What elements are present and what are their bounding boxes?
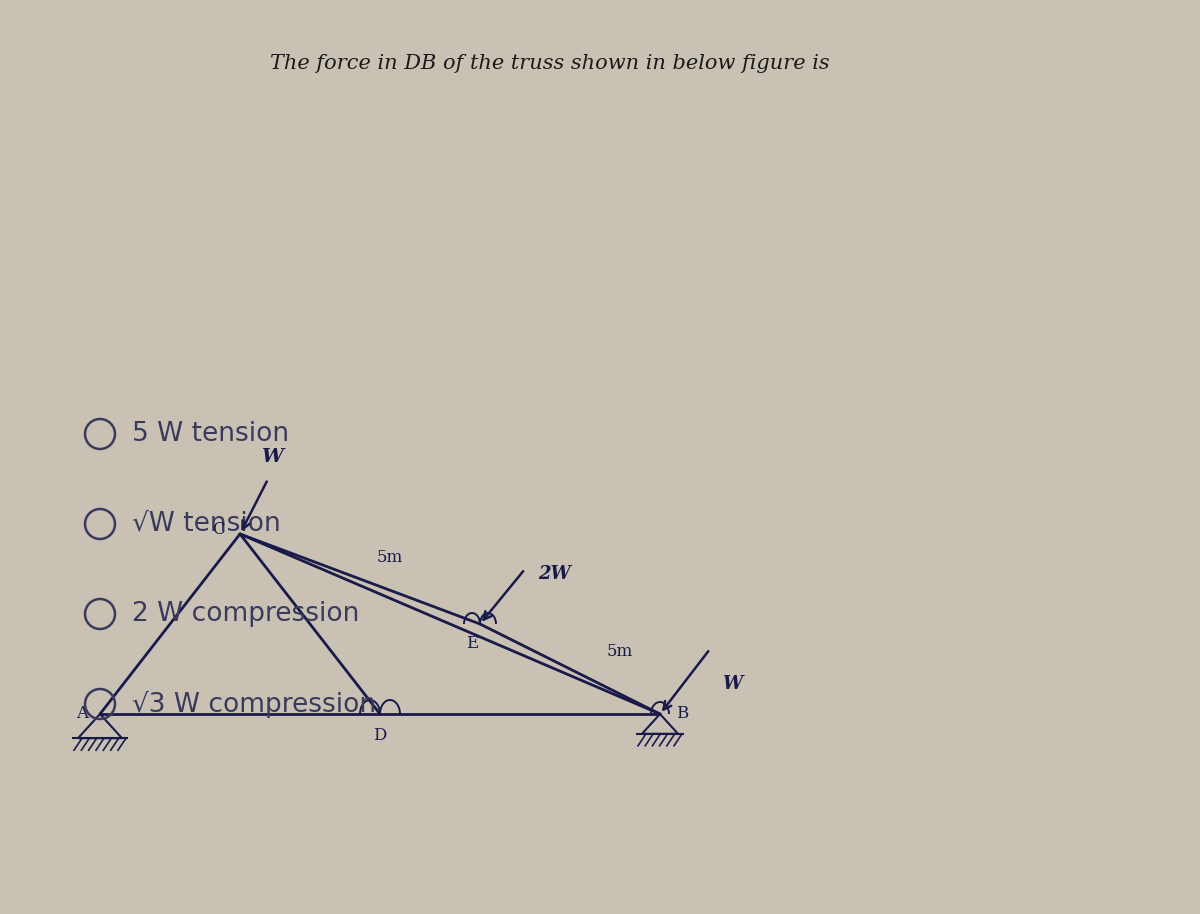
Text: 5 W tension: 5 W tension — [132, 421, 289, 447]
Text: D: D — [373, 728, 386, 745]
Text: √3 W compression: √3 W compression — [132, 690, 376, 717]
Text: 5m: 5m — [377, 548, 403, 566]
Text: C: C — [211, 520, 224, 537]
Text: 2W: 2W — [538, 565, 571, 583]
Text: E: E — [466, 635, 478, 653]
Text: A: A — [76, 706, 88, 722]
Text: 5m: 5m — [607, 643, 634, 660]
Text: W: W — [262, 448, 283, 466]
Text: W: W — [722, 675, 743, 693]
Text: B: B — [676, 706, 688, 722]
Text: The force in DB of the truss shown in below figure is: The force in DB of the truss shown in be… — [270, 54, 830, 73]
Text: √W tension: √W tension — [132, 511, 281, 537]
Text: 2 W compression: 2 W compression — [132, 601, 359, 627]
